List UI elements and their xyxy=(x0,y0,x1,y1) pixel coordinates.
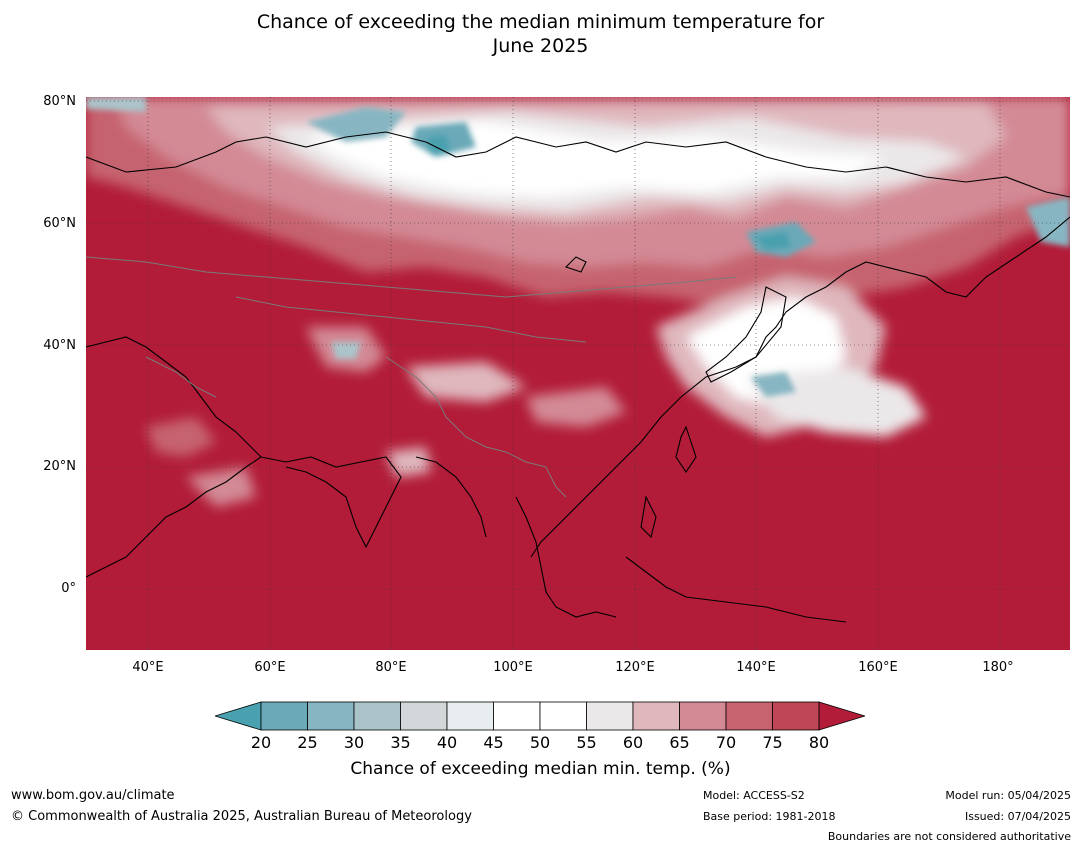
colorbar-tick-label: 65 xyxy=(669,733,690,752)
issued-text: Issued: 07/04/2025 xyxy=(964,810,1071,823)
colorbar-cell xyxy=(493,701,541,731)
colorbar-tick-label: 70 xyxy=(715,733,737,752)
colorbar-tick-label: 80 xyxy=(808,733,830,752)
colorbar-tick-label: 40 xyxy=(436,733,458,752)
base-period-text: Base period: 1981-2018 xyxy=(703,810,836,823)
lat-label-60n: 60°N xyxy=(43,216,76,231)
graticule xyxy=(86,97,1070,650)
website-text: www.bom.gov.au/climate xyxy=(11,788,175,803)
colorbar-cell xyxy=(725,701,773,731)
colorbar-tick-label: 45 xyxy=(483,733,504,752)
colorbar-tick-label: 30 xyxy=(343,733,365,752)
lon-label-120e: 120°E xyxy=(615,660,655,675)
colorbar-cell xyxy=(446,701,494,731)
coastlines xyxy=(86,131,1070,623)
colorbar-cell xyxy=(307,701,355,731)
colorbar-tick-label: 60 xyxy=(622,733,644,752)
lat-label-80n: 80°N xyxy=(43,94,76,109)
colorbar-extend-high xyxy=(818,701,865,731)
colorbar xyxy=(215,701,865,731)
title-line-1: Chance of exceeding the median minimum t… xyxy=(256,11,825,33)
lat-label-0: 0° xyxy=(61,581,76,596)
colorbar-cell xyxy=(586,701,634,731)
lat-label-40n: 40°N xyxy=(43,338,76,353)
disclaimer-text: Boundaries are not considered authoritat… xyxy=(827,830,1071,843)
colorbar-tick-label: 20 xyxy=(250,733,272,752)
low-chance-patches xyxy=(86,97,1070,397)
colorbar-tick-label: 75 xyxy=(762,733,783,752)
map-svg xyxy=(86,97,1070,650)
model-run-text: Model run: 05/04/2025 xyxy=(945,789,1071,802)
colorbar-cell xyxy=(632,701,680,731)
colorbar-tick-label: 35 xyxy=(390,733,411,752)
colorbar-cell xyxy=(260,701,308,731)
probability-map xyxy=(86,97,1070,650)
country-borders xyxy=(86,256,737,498)
colorbar-cell xyxy=(539,701,587,731)
colorbar-cell xyxy=(679,701,727,731)
lon-label-160e: 160°E xyxy=(858,660,898,675)
lon-label-40e: 40°E xyxy=(132,660,164,675)
colorbar-cell xyxy=(353,701,401,731)
lon-label-140e: 140°E xyxy=(736,660,776,675)
colorbar-tick-label: 55 xyxy=(576,733,597,752)
colorbar-title: Chance of exceeding median min. temp. (%… xyxy=(350,759,731,779)
title-line-2: June 2025 xyxy=(492,35,589,57)
copyright-text: © Commonwealth of Australia 2025, Austra… xyxy=(11,809,472,824)
colorbar-cell xyxy=(400,701,448,731)
colorbar-tick-label: 50 xyxy=(529,733,551,752)
lon-label-80e: 80°E xyxy=(375,660,407,675)
lon-label-180: 180° xyxy=(982,660,1014,675)
colorbar-cell xyxy=(772,701,820,731)
model-text: Model: ACCESS-S2 xyxy=(703,789,805,802)
lon-label-100e: 100°E xyxy=(493,660,533,675)
colorbar-tick-label: 25 xyxy=(297,733,318,752)
map-title: Chance of exceeding the median minimum t… xyxy=(0,10,1081,58)
colorbar-extend-low xyxy=(215,701,262,731)
lon-label-60e: 60°E xyxy=(254,660,286,675)
lat-label-20n: 20°N xyxy=(43,459,76,474)
